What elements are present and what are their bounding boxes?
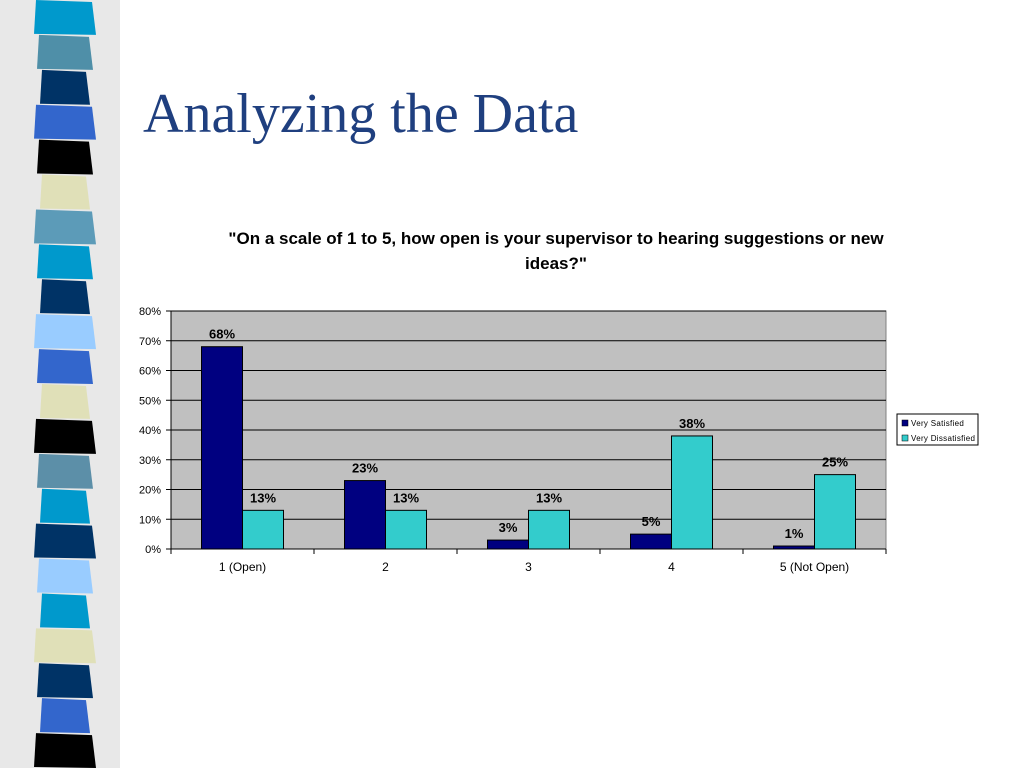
strip-segment xyxy=(37,558,93,594)
slide-title: Analyzing the Data xyxy=(143,83,579,145)
strip-segment xyxy=(40,69,90,105)
y-tick-label: 50% xyxy=(139,395,161,407)
legend xyxy=(896,413,979,446)
y-tick-label: 40% xyxy=(139,425,161,437)
strip-segment xyxy=(37,34,93,70)
strip-segment xyxy=(34,314,96,350)
bar xyxy=(528,509,570,550)
strip-segment xyxy=(40,488,90,524)
strip-segment xyxy=(40,384,90,419)
x-tick-label: 2 xyxy=(382,560,389,574)
strip-segment xyxy=(40,593,90,629)
y-tick-label: 30% xyxy=(139,455,161,467)
strip-segment xyxy=(37,139,93,175)
x-tick-label: 5 (Not Open) xyxy=(780,560,849,574)
strip-segment xyxy=(34,209,96,245)
bar xyxy=(344,480,386,550)
bar xyxy=(201,346,243,550)
strip-segment xyxy=(40,698,90,734)
y-tick-label: 20% xyxy=(139,485,161,497)
data-label: 38% xyxy=(679,416,705,431)
x-tick-label: 1 (Open) xyxy=(219,560,266,574)
bar xyxy=(773,545,815,550)
data-label: 1% xyxy=(785,526,804,541)
y-tick-label: 70% xyxy=(139,336,161,348)
legend-swatch xyxy=(901,434,909,442)
legend-swatch xyxy=(901,419,909,427)
data-label: 5% xyxy=(642,514,661,529)
strip-segment xyxy=(40,174,90,210)
chart-title: "On a scale of 1 to 5, how open is your … xyxy=(228,229,884,273)
bar xyxy=(630,533,672,550)
data-label: 23% xyxy=(352,461,378,476)
strip-segment xyxy=(34,418,96,454)
data-label: 13% xyxy=(250,490,276,505)
legend-label: Very Satisfied xyxy=(911,419,964,428)
strip-segment xyxy=(34,0,96,35)
strip-segment xyxy=(34,523,96,559)
strip-segment xyxy=(37,453,93,489)
bar xyxy=(814,474,856,550)
strip-segment xyxy=(40,279,90,315)
bar xyxy=(671,435,713,550)
bar xyxy=(242,509,284,550)
y-tick-label: 10% xyxy=(139,514,161,526)
bar xyxy=(385,509,427,550)
y-tick-label: 80% xyxy=(139,306,161,318)
x-tick-label: 4 xyxy=(668,560,675,574)
bar xyxy=(487,539,529,550)
data-label: 13% xyxy=(536,490,562,505)
decorative-side-strip xyxy=(0,0,120,768)
data-label: 3% xyxy=(499,520,518,535)
strip-segment xyxy=(37,663,93,699)
data-label: 13% xyxy=(393,490,419,505)
y-tick-label: 60% xyxy=(139,366,161,378)
data-label: 68% xyxy=(209,327,235,342)
strip-segment xyxy=(37,349,93,384)
legend-label: Very Dissatisfied xyxy=(911,434,975,443)
data-label: 25% xyxy=(822,455,848,470)
strip-segment xyxy=(34,104,96,140)
strip-segment xyxy=(37,244,93,280)
x-tick-label: 3 xyxy=(525,560,532,574)
strip-segment xyxy=(34,628,96,664)
y-tick-label: 0% xyxy=(145,544,161,556)
strip-segment xyxy=(34,733,96,768)
